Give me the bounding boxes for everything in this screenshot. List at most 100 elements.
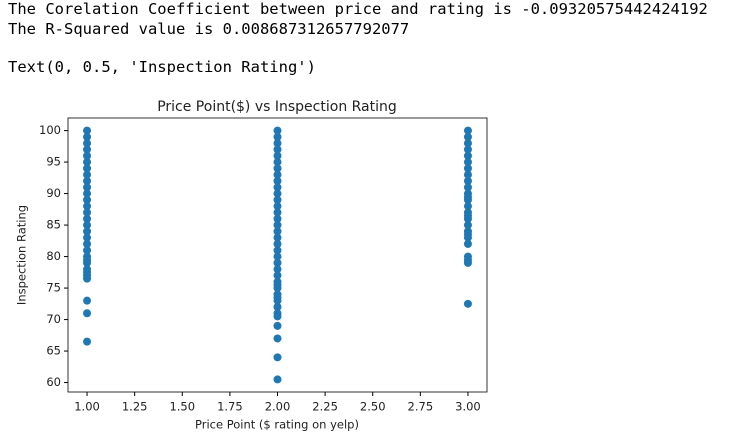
point [273,239,282,248]
point [273,221,282,230]
point [273,312,282,321]
output-line: Text(0, 0.5, 'Inspection Rating') [8,58,316,76]
point [463,299,472,308]
point [273,202,282,211]
point [83,164,92,173]
point [83,246,92,255]
point [83,258,92,267]
point [273,208,282,217]
point [463,164,472,173]
x-tick-label: 3.00 [455,400,481,414]
output-line: The Corelation Coefficient between price… [8,0,708,18]
point [273,164,282,173]
point [463,183,472,192]
point [463,151,472,160]
point [463,132,472,141]
point [273,145,282,154]
point [83,132,92,141]
point [83,274,92,283]
plot-frame [67,117,488,393]
x-tick-label: 1.25 [122,400,148,414]
point [273,233,282,242]
point [83,239,92,248]
point [463,170,472,179]
point [83,151,92,160]
point [463,202,472,211]
point [83,195,92,204]
point [83,202,92,211]
point [83,208,92,217]
point [83,183,92,192]
point [463,258,472,267]
point [463,233,472,242]
point [83,214,92,223]
point [463,158,472,167]
y-tick-label: 80 [46,249,61,263]
point [273,132,282,141]
x-axis-label: Price Point ($ rating on yelp) [195,418,359,432]
point [83,170,92,179]
point [273,296,282,305]
x-tick-label: 1.50 [169,400,195,414]
point [273,195,282,204]
output-line: The R-Squared value is 0.008687312657792… [8,20,410,38]
point [83,126,92,135]
y-tick-label: 70 [46,312,61,326]
point [463,126,472,135]
y-tick-label: 85 [46,218,61,232]
x-tick-label: 1.00 [74,400,100,414]
x-tick-label: 2.75 [408,400,434,414]
point [463,221,472,230]
y-tick-label: 95 [46,155,61,169]
point [273,271,282,280]
point [463,239,472,248]
point [273,183,282,192]
point [273,375,282,384]
point [273,252,282,261]
chart-title: Price Point($) vs Inspection Rating [157,99,397,115]
point [83,227,92,236]
point [273,139,282,148]
point [463,176,472,185]
point [463,139,472,148]
point [83,189,92,198]
point [273,284,282,293]
point [273,176,282,185]
point [273,170,282,179]
y-tick-label: 90 [46,186,61,200]
point [463,145,472,154]
y-tick-label: 100 [39,123,61,137]
point [273,265,282,274]
point [463,195,472,204]
y-axis-label: Inspection Rating [15,205,29,305]
x-tick-label: 2.00 [265,400,291,414]
point [273,334,282,343]
point [273,189,282,198]
point [273,126,282,135]
point [273,321,282,330]
point [273,246,282,255]
point [83,233,92,242]
y-tick-label: 60 [46,375,61,389]
y-tick-label: 75 [46,281,61,295]
point [83,337,92,346]
point [273,151,282,160]
point [83,309,92,318]
x-tick-label: 2.50 [360,400,386,414]
point [83,221,92,230]
x-tick-label: 1.75 [217,400,243,414]
point [463,214,472,223]
point [273,227,282,236]
point [83,176,92,185]
point [83,139,92,148]
point [83,296,92,305]
point [83,158,92,167]
x-tick-label: 2.25 [312,400,338,414]
point [273,258,282,267]
point [273,158,282,167]
point [273,302,282,311]
point [273,353,282,362]
point [83,145,92,154]
